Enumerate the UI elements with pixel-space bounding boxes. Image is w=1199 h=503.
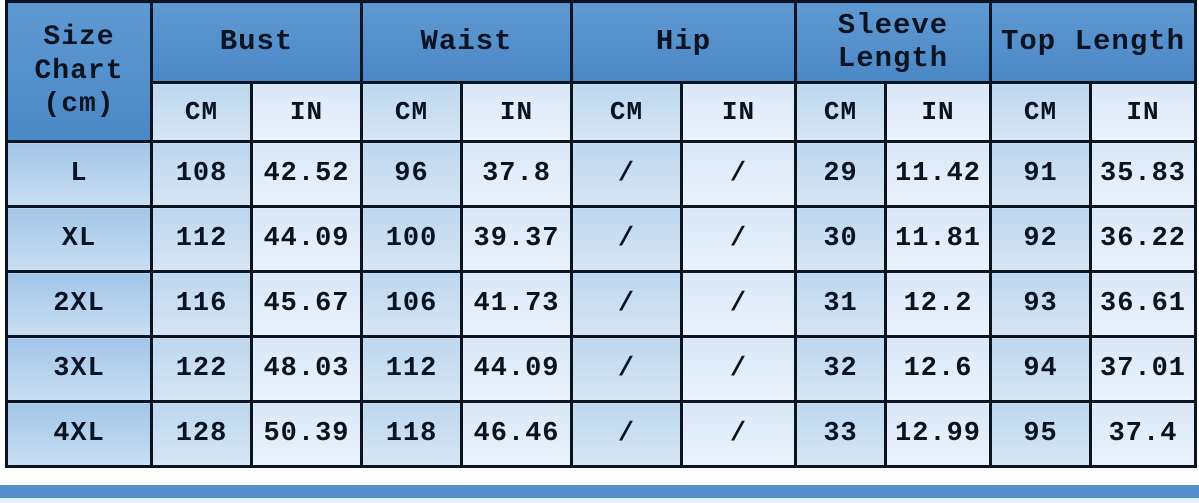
corner-line-1: Size (43, 22, 115, 54)
value-cell: 45.67 (250, 270, 363, 338)
size-cell: 2XL (5, 270, 153, 338)
size-cell: 4XL (5, 400, 153, 468)
unit-header-top-in: IN (1089, 81, 1198, 143)
value-cell: 118 (360, 400, 463, 468)
value-cell: 32 (794, 335, 888, 403)
value-cell: 100 (360, 205, 463, 273)
value-cell: 96 (360, 140, 463, 208)
value-cell: 36.22 (1089, 205, 1198, 273)
value-cell: 39.37 (459, 205, 574, 273)
value-cell: 128 (150, 400, 253, 468)
size-cell: L (5, 140, 153, 208)
bottom-accent-bar (0, 485, 1199, 498)
value-cell: 94 (989, 335, 1093, 403)
value-cell: 48.03 (250, 335, 363, 403)
value-cell: 37.4 (1089, 400, 1198, 468)
group-header-hip: Hip (570, 0, 798, 84)
value-cell: 36.61 (1089, 270, 1198, 338)
value-cell: / (680, 140, 798, 208)
value-cell: / (570, 140, 684, 208)
unit-header-waist-in: IN (459, 81, 574, 143)
unit-header-waist-cm: CM (360, 81, 463, 143)
value-cell: 12.2 (884, 270, 993, 338)
value-cell: 112 (150, 205, 253, 273)
group-header-row: Size Chart (cm) Bust Waist Hip Sleeve Le… (5, 0, 1198, 143)
value-cell: 108 (150, 140, 253, 208)
unit-header-sleeve-cm: CM (794, 81, 888, 143)
value-cell: 31 (794, 270, 888, 338)
value-cell: 35.83 (1089, 140, 1198, 208)
unit-header-hip-in: IN (680, 81, 798, 143)
unit-header-sleeve-in: IN (884, 81, 993, 143)
size-cell: 3XL (5, 335, 153, 403)
value-cell: 112 (360, 335, 463, 403)
value-cell: 91 (989, 140, 1093, 208)
value-cell: / (680, 335, 798, 403)
value-cell: 33 (794, 400, 888, 468)
group-header-waist: Waist (359, 0, 574, 84)
table-row-xl: XL 112 44.09 100 39.37 / / 30 11.81 92 3… (5, 205, 1198, 273)
value-cell: 12.6 (884, 335, 993, 403)
value-cell: 92 (989, 205, 1093, 273)
value-cell: 122 (150, 335, 253, 403)
bottom-light-strip (0, 498, 1199, 503)
value-cell: 11.81 (884, 205, 993, 273)
value-cell: 41.73 (459, 270, 574, 338)
value-cell: 12.99 (884, 400, 993, 468)
unit-header-row: CM IN CM IN CM IN CM IN CM IN (7, 81, 1198, 143)
value-cell: 37.8 (459, 140, 574, 208)
size-chart-frame: Size Chart (cm) Bust Waist Hip Sleeve Le… (5, 0, 1198, 468)
value-cell: / (570, 270, 684, 338)
corner-header-size-chart: Size Chart (cm) (5, 0, 153, 143)
value-cell: / (570, 205, 684, 273)
value-cell: 106 (360, 270, 463, 338)
value-cell: 29 (794, 140, 888, 208)
corner-line-3: (cm) (43, 89, 115, 121)
value-cell: 50.39 (250, 400, 363, 468)
value-cell: 116 (150, 270, 253, 338)
value-cell: / (570, 400, 684, 468)
table-row-l: L 108 42.52 96 37.8 / / 29 11.42 91 35.8… (5, 140, 1198, 208)
unit-header-hip-cm: CM (570, 81, 684, 143)
table-row-2xl: 2XL 116 45.67 106 41.73 / / 31 12.2 93 3… (5, 270, 1198, 338)
value-cell: 95 (989, 400, 1093, 468)
value-cell: / (680, 400, 798, 468)
value-cell: 44.09 (250, 205, 363, 273)
corner-line-2: Chart (34, 55, 124, 87)
group-header-top-length: Top Length (989, 0, 1198, 84)
value-cell: 42.52 (250, 140, 363, 208)
group-header-sleeve-length: Sleeve Length (794, 0, 993, 84)
group-header-bust: Bust (150, 0, 363, 84)
value-cell: 44.09 (459, 335, 574, 403)
size-chart-table: Size Chart (cm) Bust Waist Hip Sleeve Le… (5, 0, 1198, 468)
value-cell: 37.01 (1089, 335, 1198, 403)
size-cell: XL (5, 205, 153, 273)
unit-header-bust-in: IN (250, 81, 363, 143)
table-row-3xl: 3XL 122 48.03 112 44.09 / / 32 12.6 94 3… (5, 335, 1198, 403)
value-cell: / (680, 270, 798, 338)
value-cell: / (570, 335, 684, 403)
value-cell: / (680, 205, 798, 273)
unit-header-bust-cm: CM (150, 81, 253, 143)
table-row-4xl: 4XL 128 50.39 118 46.46 / / 33 12.99 95 … (5, 400, 1198, 468)
value-cell: 46.46 (459, 400, 574, 468)
value-cell: 11.42 (884, 140, 993, 208)
value-cell: 93 (989, 270, 1093, 338)
unit-header-top-cm: CM (989, 81, 1093, 143)
value-cell: 30 (794, 205, 888, 273)
